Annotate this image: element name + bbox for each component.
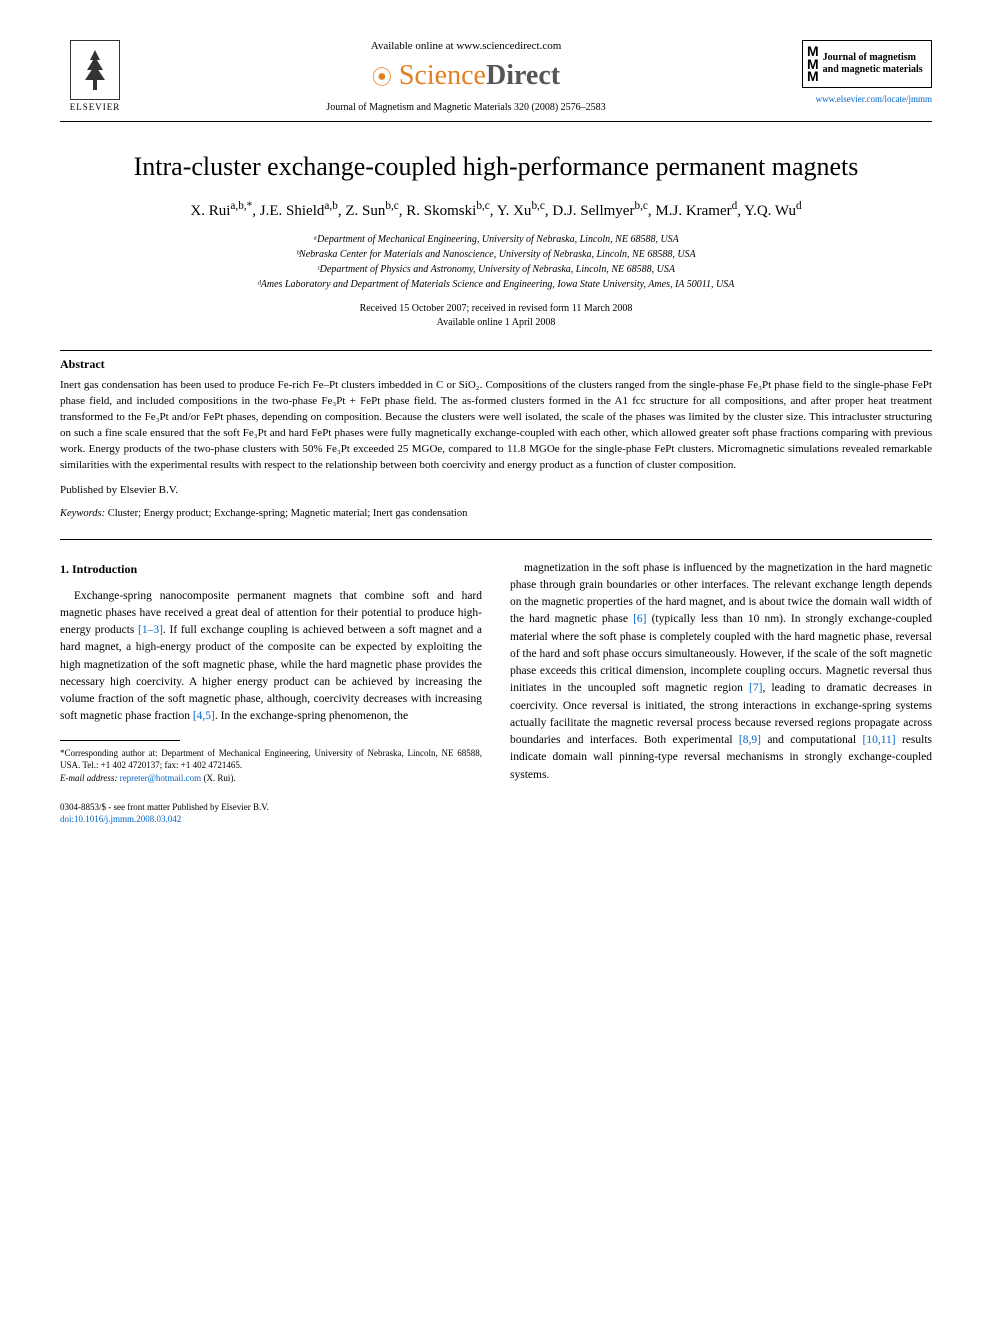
- keywords-label: Keywords:: [60, 508, 105, 519]
- article-title: Intra-cluster exchange-coupled high-perf…: [60, 152, 932, 182]
- copyright-line: 0304-8853/$ - see front matter Published…: [60, 802, 932, 814]
- doi-link[interactable]: doi:10.1016/j.jmmm.2008.03.042: [60, 814, 932, 826]
- article-dates: Received 15 October 2007; received in re…: [60, 302, 932, 330]
- journal-logo-text: Journal of magnetism and magnetic materi…: [823, 52, 927, 76]
- keywords-line: Keywords: Cluster; Energy product; Excha…: [60, 508, 932, 519]
- footnote-separator: [60, 740, 180, 741]
- sd-prefix: Science: [399, 60, 486, 91]
- email-link[interactable]: repreter@hotmail.com: [120, 773, 202, 783]
- bottom-copyright: 0304-8853/$ - see front matter Published…: [60, 802, 932, 825]
- intro-right-paragraph: magnetization in the soft phase is influ…: [510, 560, 932, 784]
- right-column: magnetization in the soft phase is influ…: [510, 560, 932, 785]
- left-column: 1. Introduction Exchange-spring nanocomp…: [60, 560, 482, 785]
- available-online-text: Available online at www.sciencedirect.co…: [130, 40, 802, 52]
- corresponding-footnote: *Corresponding author at: Department of …: [60, 747, 482, 772]
- received-date: Received 15 October 2007; received in re…: [60, 302, 932, 316]
- affiliations-list: ᵃDepartment of Mechanical Engineering, U…: [60, 232, 932, 292]
- email-footnote: E-mail address: repreter@hotmail.com (X.…: [60, 772, 482, 785]
- keywords-text: Cluster; Energy product; Exchange-spring…: [105, 508, 467, 519]
- affiliation-b: ᵇNebraska Center for Materials and Nanos…: [60, 247, 932, 262]
- email-label: E-mail address:: [60, 773, 120, 783]
- elsevier-logo-block: ELSEVIER: [60, 40, 130, 112]
- authors-list: X. Ruia,b,*, J.E. Shielda,b, Z. Sunb,c, …: [60, 200, 932, 220]
- sd-suffix: Direct: [486, 60, 560, 91]
- email-suffix: (X. Rui).: [201, 773, 236, 783]
- intro-left-paragraph: Exchange-spring nanocomposite permanent …: [60, 588, 482, 726]
- elsevier-label: ELSEVIER: [70, 102, 121, 112]
- sd-swoosh-icon: ⦿: [372, 67, 392, 89]
- intro-heading: 1. Introduction: [60, 560, 482, 578]
- abstract-body: Inert gas condensation has been used to …: [60, 378, 932, 474]
- journal-logo-block: MMM Journal of magnetism and magnetic ma…: [802, 40, 932, 104]
- elsevier-tree-icon: [70, 40, 120, 100]
- header-row: ELSEVIER Available online at www.science…: [60, 40, 932, 113]
- body-columns: 1. Introduction Exchange-spring nanocomp…: [60, 560, 932, 785]
- affiliation-c: ᶜDepartment of Physics and Astronomy, Un…: [60, 262, 932, 277]
- divider-top: [60, 121, 932, 122]
- header-center: Available online at www.sciencedirect.co…: [130, 40, 802, 113]
- affiliation-a: ᵃDepartment of Mechanical Engineering, U…: [60, 232, 932, 247]
- available-date: Available online 1 April 2008: [60, 316, 932, 330]
- magnet-icon: MMM: [807, 45, 819, 83]
- published-by: Published by Elsevier B.V.: [60, 484, 932, 496]
- affiliation-d: ᵈAmes Laboratory and Department of Mater…: [60, 277, 932, 292]
- abstract-heading: Abstract: [60, 357, 932, 372]
- journal-reference: Journal of Magnetism and Magnetic Materi…: [130, 102, 802, 113]
- divider-abstract-bottom: [60, 539, 932, 540]
- journal-cover-icon: MMM Journal of magnetism and magnetic ma…: [802, 40, 932, 88]
- journal-link[interactable]: www.elsevier.com/locate/jmmm: [816, 94, 932, 104]
- divider-abstract-top: [60, 350, 932, 351]
- sciencedirect-logo: ⦿ ScienceDirect: [130, 60, 802, 92]
